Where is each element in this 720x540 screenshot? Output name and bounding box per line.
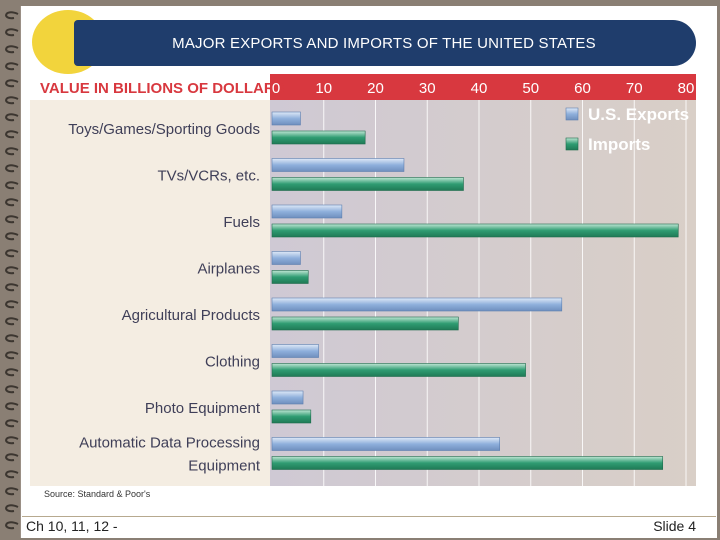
spiral-ring: [5, 11, 19, 20]
export-bar: [271, 437, 500, 451]
x-tick-label: 60: [574, 80, 591, 97]
import-bar: [271, 409, 312, 424]
spiral-ring: [5, 385, 19, 394]
legend-label-imports: Imports: [588, 135, 650, 154]
x-tick-label: 50: [522, 80, 539, 97]
import-bar: [271, 223, 679, 238]
spiral-ring: [5, 45, 19, 54]
spiral-ring: [5, 283, 19, 292]
spiral-ring: [5, 113, 19, 122]
export-bar: [271, 297, 563, 312]
spiral-ring: [5, 368, 19, 377]
chart-title: VALUE IN BILLIONS OF DOLLARS: [40, 80, 285, 97]
x-tick-label: 80: [678, 80, 695, 97]
spiral-ring: [5, 28, 19, 37]
spiral-ring: [5, 300, 19, 309]
spiral-ring: [5, 147, 19, 156]
spiral-ring: [5, 215, 19, 224]
header-band: [270, 74, 696, 100]
spiral-ring: [5, 470, 19, 479]
spiral-binding: [5, 11, 19, 530]
footer-chapter: Ch 10, 11, 12 -: [26, 518, 118, 534]
category-label: Fuels: [223, 214, 260, 231]
spiral-ring: [5, 317, 19, 326]
category-label: Toys/Games/Sporting Goods: [68, 121, 260, 138]
x-tick-label: 70: [626, 80, 643, 97]
legend-swatch-exports: [565, 107, 579, 121]
slide-title: MAJOR EXPORTS AND IMPORTS OF THE UNITED …: [172, 35, 596, 52]
legend-label-exports: U.S. Exports: [588, 105, 689, 124]
spiral-ring: [5, 521, 19, 530]
category-label: Automatic Data Processing: [79, 435, 260, 452]
spiral-ring: [5, 266, 19, 275]
export-bar: [271, 344, 319, 358]
export-bar: [271, 204, 343, 219]
category-label: TVs/VCRs, etc.: [157, 168, 260, 185]
spiral-ring: [5, 232, 19, 241]
x-tick-label: 0: [272, 80, 280, 97]
spiral-ring: [5, 198, 19, 207]
import-bar: [271, 363, 526, 377]
spiral-ring: [5, 504, 19, 513]
spiral-ring: [5, 334, 19, 343]
export-bar: [271, 111, 301, 126]
spiral-ring: [5, 62, 19, 71]
spiral-ring: [5, 436, 19, 445]
spiral-ring: [5, 249, 19, 258]
x-tick-label: 20: [367, 80, 384, 97]
footer-slide-number: Slide 4: [653, 518, 696, 534]
spiral-ring: [5, 487, 19, 496]
category-label: Photo Equipment: [145, 400, 261, 417]
spiral-ring: [5, 164, 19, 173]
spiral-ring: [5, 453, 19, 462]
category-label: Agricultural Products: [122, 307, 260, 324]
x-tick-label: 40: [471, 80, 488, 97]
category-label: Equipment: [188, 458, 261, 475]
footer-divider: [22, 516, 716, 517]
import-bar: [271, 177, 464, 191]
category-label: Clothing: [205, 354, 260, 371]
spiral-ring: [5, 79, 19, 88]
import-bar: [271, 130, 366, 145]
import-bar: [271, 316, 459, 331]
chart-area: VALUE IN BILLIONS OF DOLLARS 0 10 20 30 40 50 6…: [30, 74, 696, 486]
import-bar: [271, 270, 309, 284]
export-bar: [271, 251, 301, 265]
plot-background: [270, 100, 696, 486]
legend-swatch-imports: [565, 137, 579, 151]
spiral-ring: [5, 419, 19, 428]
import-bar: [271, 456, 664, 470]
export-bar: [271, 158, 405, 172]
spiral-ring: [5, 96, 19, 105]
category-label: Airplanes: [197, 261, 260, 278]
spiral-ring: [5, 351, 19, 360]
x-tick-label: 30: [419, 80, 436, 97]
spiral-ring: [5, 402, 19, 411]
x-tick-label: 10: [315, 80, 332, 97]
source-note: Source: Standard & Poor's: [44, 489, 151, 499]
export-bar: [271, 390, 304, 405]
spiral-ring: [5, 130, 19, 139]
spiral-ring: [5, 181, 19, 190]
title-bar: [74, 20, 696, 66]
